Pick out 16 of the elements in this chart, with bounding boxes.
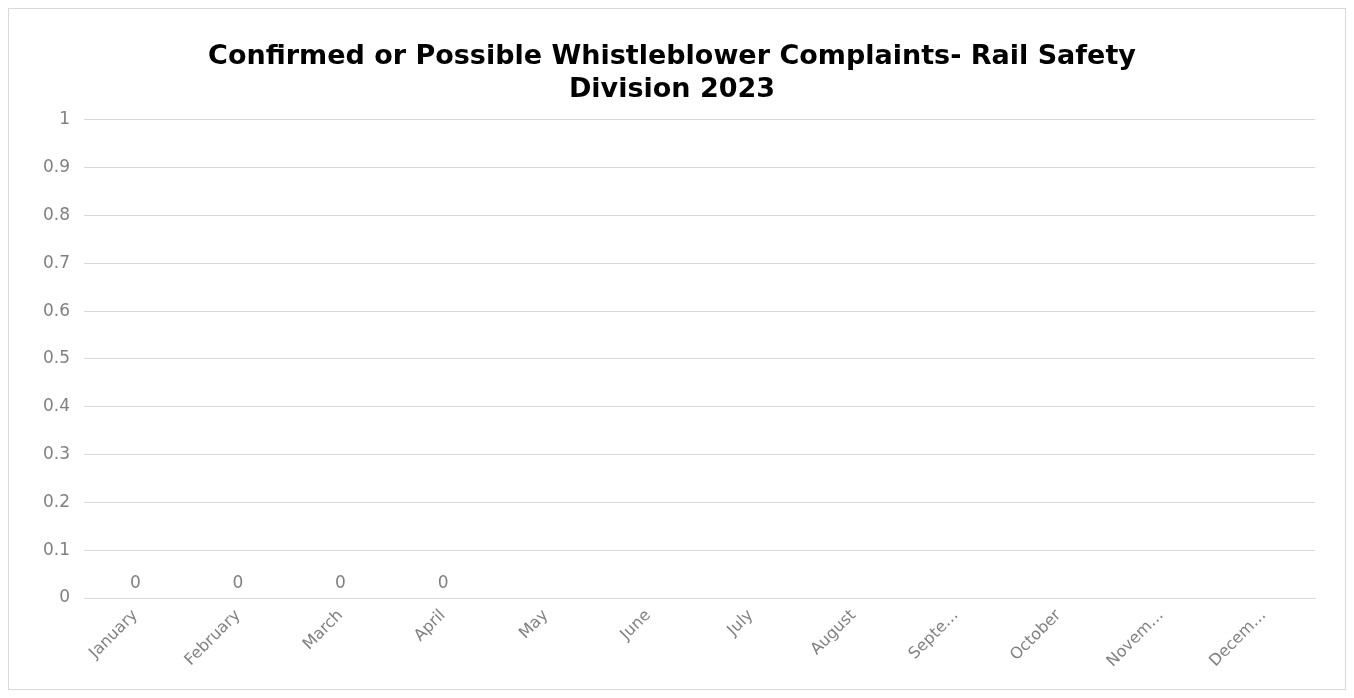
y-tick-label: 0.6 <box>42 299 71 320</box>
y-tick-label: 0.3 <box>42 443 71 463</box>
data-label: 0 <box>232 571 244 592</box>
y-tick-label: 0.9 <box>42 156 71 177</box>
y-tick-label: 0.2 <box>42 490 71 511</box>
data-label: 0 <box>129 571 141 592</box>
y-tick-label: 0 <box>59 586 71 607</box>
y-tick-label: 0.8 <box>42 203 71 224</box>
y-tick-label: 0.1 <box>42 538 71 559</box>
y-tick-label: 1 <box>59 108 71 129</box>
y-tick-label: 0.7 <box>42 251 71 272</box>
y-tick-label: 0.5 <box>42 347 71 368</box>
y-tick-label: 0.4 <box>42 395 71 416</box>
data-label: 0 <box>335 571 346 592</box>
data-label: 0 <box>437 571 449 592</box>
chart-title: Confirmed or Possible Whistleblower Complaints- Rail Safety Division 2023 <box>208 39 1137 103</box>
